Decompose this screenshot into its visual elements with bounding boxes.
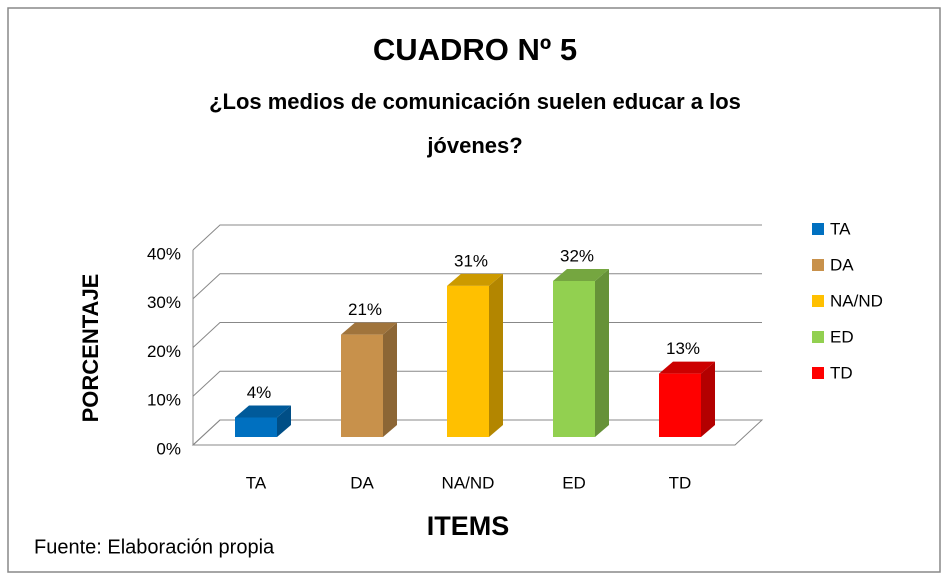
legend-label: TA [830,219,851,238]
legend-label: DA [830,255,854,274]
data-label: 4% [247,383,272,402]
x-tick-label: NA/ND [442,473,495,492]
bar-side [595,269,609,437]
source-note: Fuente: Elaboración propia [34,536,275,558]
y-tick-label: 10% [147,391,181,410]
bar-front [447,285,489,437]
bar-front [341,334,383,437]
chart-title: CUADRO Nº 5 [373,32,577,67]
x-tick-label: ED [562,473,586,492]
y-tick-label: 20% [147,342,181,361]
bar-side [277,405,291,437]
legend-swatch [812,331,824,343]
y-axis-label: PORCENTAJE [78,274,103,423]
y-tick-label: 40% [147,244,181,263]
x-axis-label: ITEMS [427,511,510,541]
y-tick-label: 0% [156,439,181,458]
data-label: 21% [348,300,382,319]
bar-side [383,322,397,437]
bar-front [553,281,595,437]
chart-subtitle: jóvenes? [426,133,522,158]
bar-top [659,361,715,374]
bar [341,322,397,437]
data-label: 13% [666,339,700,358]
legend-label: TD [830,363,853,382]
bar-side [701,361,715,437]
bar-top [341,322,397,335]
bar-top [235,405,291,418]
legend-swatch [812,259,824,271]
chart-subtitle: ¿Los medios de comunicación suelen educa… [209,89,741,114]
legend-label: ED [830,327,854,346]
x-tick-label: TA [246,473,267,492]
legend-label: NA/ND [830,291,883,310]
legend-swatch [812,367,824,379]
bar [447,273,503,437]
bar-top [553,269,609,281]
data-label: 32% [560,246,594,265]
bar-front [235,417,277,437]
bar-front [659,373,701,437]
bar [235,405,291,437]
bar-side [489,273,503,437]
data-label: 31% [454,251,488,270]
bar-top [447,273,503,286]
grid-line [192,224,762,251]
legend-swatch [812,223,824,235]
bar [659,361,715,437]
x-tick-label: DA [350,473,374,492]
x-tick-label: TD [669,473,692,492]
bar [553,269,609,437]
legend-swatch [812,295,824,307]
y-tick-label: 30% [147,293,181,312]
